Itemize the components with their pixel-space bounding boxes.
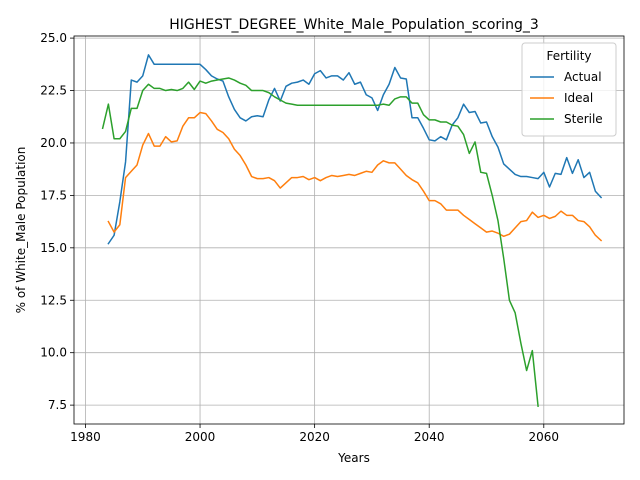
legend: Fertility Actual Ideal Sterile <box>521 42 617 137</box>
y-tick-label: 7.5 <box>48 398 67 412</box>
plot-area-frame <box>73 35 625 425</box>
legend-entries: Actual Ideal Sterile <box>530 70 603 126</box>
x-axis-ticks: 1980 2000 2020 2040 2060 <box>70 424 559 444</box>
legend-box <box>521 42 617 137</box>
x-tick-label: 2040 <box>414 430 445 444</box>
x-tick-label: 2000 <box>185 430 216 444</box>
x-axis-label: Years <box>337 451 370 465</box>
x-tick-label: 1980 <box>70 430 101 444</box>
legend-label-ideal: Ideal <box>564 91 593 105</box>
series-line-ideal <box>107 111 603 242</box>
series-line-actual <box>107 54 603 245</box>
y-tick-label: 22.5 <box>40 84 67 98</box>
y-tick-label: 15.0 <box>40 241 67 255</box>
legend-label-actual: Actual <box>564 70 602 84</box>
y-tick-label: 25.0 <box>40 31 67 45</box>
y-axis-ticks: 7.5 10.0 12.5 15.0 17.5 20.0 22.5 25.0 <box>40 31 74 412</box>
legend-label-sterile: Sterile <box>564 112 603 126</box>
y-tick-label: 17.5 <box>40 188 67 202</box>
y-tick-label: 12.5 <box>40 293 67 307</box>
series-line-sterile <box>101 77 539 407</box>
y-tick-label: 10.0 <box>40 346 67 360</box>
x-tick-label: 2020 <box>299 430 330 444</box>
x-tick-label: 2060 <box>529 430 560 444</box>
series-layer <box>101 54 603 407</box>
y-tick-label: 20.0 <box>40 136 67 150</box>
legend-title: Fertility <box>546 49 591 63</box>
chart-title: HIGHEST_DEGREE_White_Male_Population_sco… <box>169 17 539 33</box>
y-axis-label: % of White_Male Population <box>14 147 28 314</box>
grid <box>74 36 624 424</box>
